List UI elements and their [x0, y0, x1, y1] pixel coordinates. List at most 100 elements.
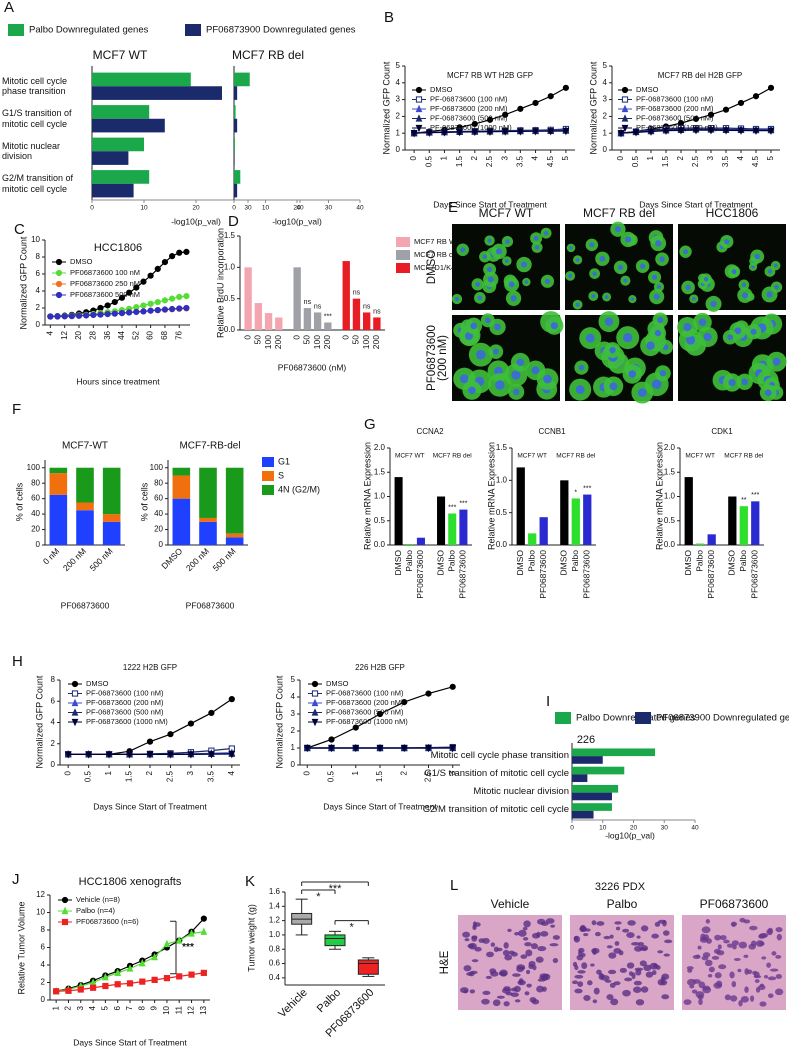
x-axis-label: Days Since Start of Treatment — [323, 801, 437, 811]
marker — [187, 751, 195, 759]
y-tick-label: 1.5 — [374, 467, 386, 476]
nucleus — [662, 920, 667, 927]
x-tick-label: 30 — [661, 825, 669, 832]
x-tick-label: 20 — [74, 330, 83, 339]
bar — [696, 543, 705, 545]
marker — [562, 127, 570, 136]
marker — [104, 311, 111, 318]
column-label: MCF7 RB del — [583, 206, 655, 220]
nucleus — [661, 994, 670, 1000]
bar — [234, 105, 236, 119]
y-tick-label: 8 — [36, 252, 41, 261]
bar-segment — [76, 467, 94, 503]
x-tick-label: 5 — [561, 155, 570, 160]
y-tick-label: G2/M transition of mitotic cell cycle — [2, 173, 74, 194]
bar — [92, 105, 150, 119]
x-tick-label: 2.5 — [485, 155, 494, 167]
marker — [517, 105, 524, 112]
nucleus — [543, 374, 552, 384]
nucleus — [466, 972, 473, 976]
nucleus — [744, 968, 749, 975]
chart-title: HCC1806 — [94, 242, 142, 254]
marker — [722, 106, 730, 113]
nucleus — [731, 922, 736, 928]
nucleus — [719, 934, 727, 941]
nucleus — [507, 928, 512, 933]
bar — [92, 170, 150, 184]
marker — [85, 751, 93, 759]
nucleus — [467, 943, 475, 949]
y-tick-label: 12 — [36, 890, 45, 899]
x-tick-label: DMSO — [727, 550, 737, 576]
y-tick-label: 1 — [603, 128, 608, 137]
bar-label: *** — [324, 313, 332, 320]
legend-label: MCF7 RB WT — [414, 237, 461, 246]
nucleus — [510, 987, 518, 992]
marker — [168, 305, 176, 313]
bar — [528, 533, 537, 545]
nucleus — [737, 968, 742, 973]
x-tick-label: 4.5 — [546, 155, 555, 167]
bar — [539, 517, 548, 545]
nucleus — [486, 951, 494, 958]
group-label: MCF7 RB del — [556, 453, 596, 460]
marker — [188, 929, 195, 937]
legend-label: S — [278, 470, 284, 480]
bar — [405, 544, 414, 545]
y-tick-label: 2 — [41, 978, 46, 987]
bar — [92, 183, 134, 198]
nucleus — [732, 944, 737, 950]
x-axis-label: Days Since Start of Treatment — [433, 199, 547, 209]
marker — [617, 130, 625, 138]
nucleus — [578, 364, 585, 371]
y-axis-label: Relative mRNA Expression — [654, 442, 664, 550]
legend-swatch — [262, 471, 274, 481]
x-tick-label: 0 — [242, 335, 252, 340]
legend-marker — [415, 86, 423, 94]
x-tick-label: PF06873600 — [458, 550, 468, 599]
y-tick-label: 80 — [31, 478, 40, 487]
y-tick-label: 0.5 — [664, 516, 676, 525]
marker — [328, 736, 335, 743]
marker — [64, 751, 72, 759]
nucleus — [569, 246, 573, 250]
y-tick-label: 40 — [154, 509, 163, 518]
marker — [83, 312, 90, 319]
nucleus — [615, 926, 621, 931]
marker — [163, 939, 171, 948]
bar-segment — [172, 467, 191, 476]
nucleus — [524, 280, 529, 284]
y-tick-label: 4 — [603, 78, 608, 87]
nucleus — [518, 929, 527, 937]
marker — [425, 690, 432, 697]
nucleus — [475, 281, 481, 287]
nucleus — [575, 302, 580, 307]
x-tick-label: Palbo — [694, 550, 704, 572]
x-tick-label: 40 — [356, 205, 364, 212]
y-tick-label: 10 — [31, 235, 40, 244]
y-axis-label: Normalized GFP Count — [34, 675, 44, 768]
y-tick-label: 2.0 — [374, 443, 386, 452]
x-tick-label: 44 — [117, 330, 126, 339]
nucleus — [537, 978, 546, 982]
nucleus — [685, 284, 691, 291]
legend-marker — [71, 718, 79, 727]
marker — [168, 295, 176, 302]
nucleus — [516, 358, 525, 367]
row-label: PF06873600 — [426, 325, 438, 391]
marker — [737, 99, 745, 107]
nucleus — [750, 328, 757, 335]
nucleus — [714, 972, 722, 979]
bar-segment — [49, 467, 68, 474]
x-tick-label: 1.5 — [375, 770, 384, 782]
marker — [75, 312, 83, 319]
bar-label: ns — [373, 308, 381, 315]
x-tick-label: 11 — [174, 1005, 183, 1014]
marker — [692, 127, 700, 135]
nucleus — [523, 920, 531, 928]
nucleus — [576, 954, 584, 961]
nucleus — [606, 994, 614, 1001]
nucleus — [701, 926, 711, 934]
group-label: MCF7 WT — [685, 453, 715, 460]
x-tick-label: Palbo — [526, 550, 536, 572]
